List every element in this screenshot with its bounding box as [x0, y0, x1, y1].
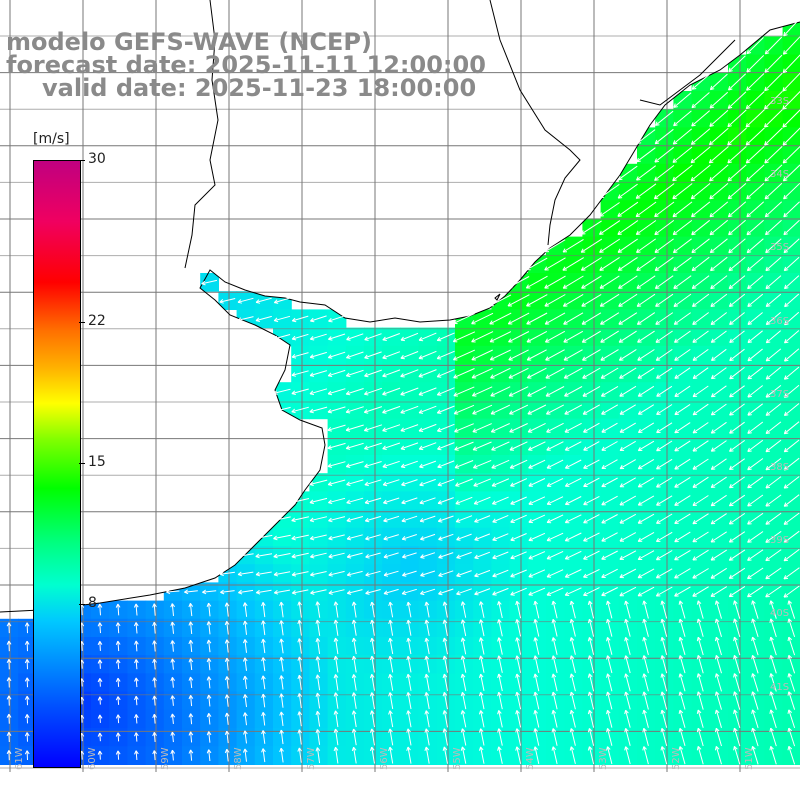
latitude-label: 34S	[770, 169, 789, 180]
colorbar-tick	[79, 322, 85, 323]
chart-title-valid-date: valid date: 2025-11-23 18:00:00	[42, 76, 476, 100]
colorbar	[33, 160, 81, 768]
longitude-label: 51W	[744, 747, 755, 770]
colorbar-units: [m/s]	[33, 131, 70, 147]
colorbar-tick	[79, 160, 85, 161]
latitude-label: 40S	[770, 608, 789, 619]
colorbar-tick	[79, 463, 85, 464]
longitude-label: 60W	[87, 747, 98, 770]
colorbar-tick-label: 22	[88, 313, 106, 329]
longitude-label: 61W	[14, 747, 25, 770]
longitude-label: 52W	[671, 747, 682, 770]
colorbar-tick-label: 30	[88, 151, 106, 167]
latitude-label: 33S	[770, 96, 789, 107]
latitude-label: 35S	[770, 242, 789, 253]
latitude-label: 39S	[770, 535, 789, 546]
colorbar-tick-label: 8	[88, 595, 97, 611]
longitude-label: 57W	[306, 747, 317, 770]
longitude-label: 59W	[160, 747, 171, 770]
longitude-label: 56W	[379, 747, 390, 770]
latitude-label: 38S	[770, 462, 789, 473]
colorbar-tick-label: 15	[88, 454, 106, 470]
longitude-label: 55W	[452, 747, 463, 770]
latitude-label: 37S	[770, 389, 789, 400]
latitude-label: 41S	[770, 682, 789, 693]
longitude-label: 54W	[525, 747, 536, 770]
longitude-label: 58W	[233, 747, 244, 770]
latitude-label: 36S	[770, 316, 789, 327]
colorbar-tick	[79, 604, 85, 605]
longitude-label: 53W	[598, 747, 609, 770]
